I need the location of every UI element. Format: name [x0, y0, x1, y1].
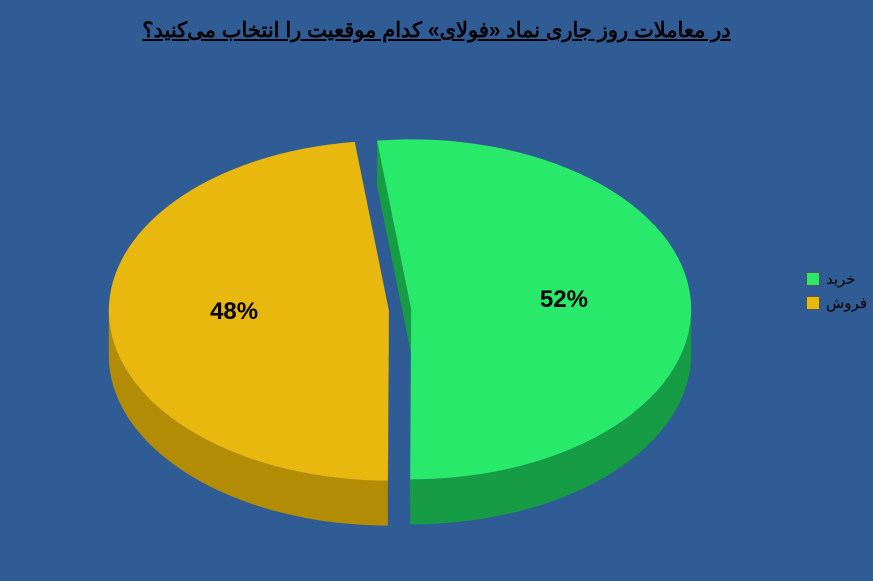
legend-label: فروش	[826, 294, 867, 312]
legend-swatch	[806, 272, 820, 286]
slice-label-sell: 48%	[210, 298, 258, 326]
legend-label: خرید	[826, 270, 856, 288]
slice-label-buy: 52%	[540, 286, 588, 314]
legend-item-buy: خرید	[806, 270, 867, 288]
chart-legend: خرید فروش	[806, 270, 867, 318]
legend-swatch	[806, 296, 820, 310]
chart-title: در معاملات روز جاری نماد «فولای» کدام مو…	[0, 18, 873, 43]
pie-chart	[40, 60, 760, 560]
legend-item-sell: فروش	[806, 294, 867, 312]
